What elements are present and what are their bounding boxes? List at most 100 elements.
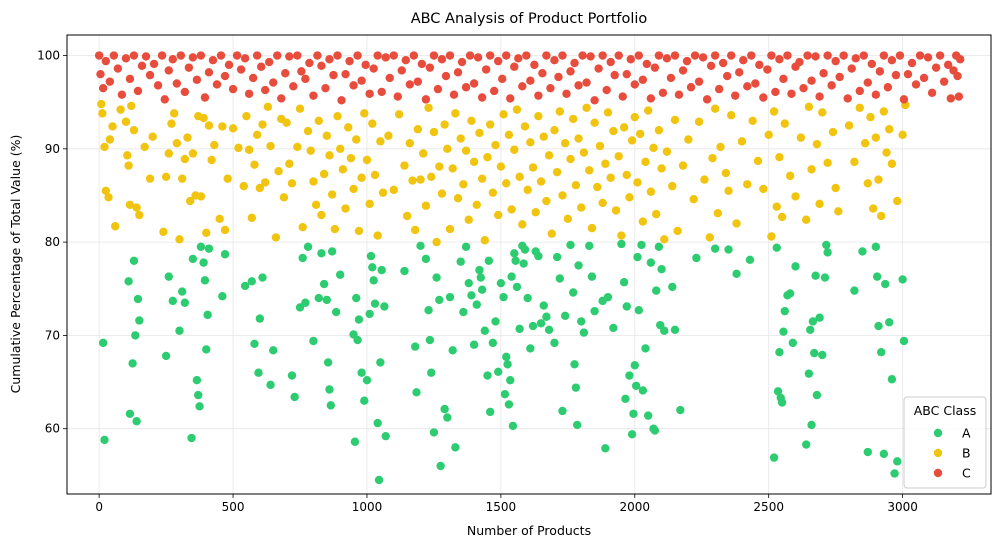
data-point-b (660, 235, 669, 244)
data-point-a (131, 331, 140, 340)
data-point-a (218, 292, 227, 301)
data-point-a (357, 368, 366, 377)
data-point-c (859, 51, 868, 60)
data-point-b (258, 120, 267, 129)
data-point-c (871, 90, 881, 99)
data-point-a (373, 418, 382, 428)
legend-entry-c: C (933, 466, 971, 481)
data-point-b (180, 154, 190, 164)
data-point-a (445, 292, 455, 302)
data-point-b (242, 111, 251, 121)
data-point-c (919, 73, 929, 83)
data-point-c (269, 78, 278, 87)
data-point-a (550, 338, 559, 348)
data-point-b (145, 174, 155, 183)
data-point-c (98, 83, 108, 93)
data-point-a (544, 325, 554, 334)
y-tick-label: 100 (37, 49, 60, 63)
data-point-a (258, 273, 267, 282)
data-point-a (898, 275, 907, 284)
data-point-b (453, 194, 463, 203)
data-point-c (819, 69, 828, 78)
data-point-b (828, 127, 838, 137)
data-point-b (721, 168, 731, 178)
legend-entry-a: A (933, 426, 971, 441)
data-point-b (357, 173, 366, 182)
data-point-c (759, 93, 768, 102)
data-point-c (168, 55, 177, 64)
data-point-a (314, 293, 323, 303)
data-point-b (319, 169, 329, 179)
data-point-b (432, 237, 441, 247)
data-point-b (496, 162, 506, 171)
data-point-b (327, 190, 337, 199)
data-point-a (573, 420, 582, 430)
data-point-b (252, 130, 262, 140)
data-point-c (461, 83, 471, 92)
data-point-a (369, 276, 378, 285)
data-point-c (538, 69, 547, 78)
data-point-c (550, 55, 559, 65)
data-point-a (871, 242, 881, 251)
data-point-b (635, 129, 645, 139)
data-point-c (164, 66, 173, 75)
data-point-c (457, 57, 467, 67)
data-point-b (625, 193, 634, 202)
data-point-a (820, 273, 830, 282)
data-point-c (694, 77, 704, 86)
data-point-b (627, 136, 637, 145)
data-point-c (642, 59, 652, 69)
data-point-a (724, 245, 733, 254)
data-point-b (499, 110, 508, 119)
data-point-c (273, 51, 282, 60)
data-point-b (295, 104, 305, 113)
data-point-c (943, 60, 953, 70)
data-point-a (368, 263, 377, 272)
data-point-b (169, 109, 179, 118)
data-point-a (161, 351, 171, 361)
data-point-c (149, 59, 159, 69)
data-point-a (893, 457, 902, 466)
data-point-c (554, 72, 563, 82)
data-point-b (437, 189, 447, 198)
data-point-b (116, 105, 125, 114)
data-point-b (641, 157, 650, 167)
data-point-b (400, 161, 409, 170)
data-point-a (360, 396, 369, 405)
data-point-a (523, 293, 532, 303)
data-point-a (301, 298, 310, 307)
data-point-a (631, 381, 641, 390)
data-point-a (362, 375, 372, 385)
data-point-c (157, 51, 167, 60)
data-point-c (265, 57, 274, 67)
data-point-b (638, 217, 648, 226)
data-point-b (587, 223, 597, 233)
data-point-b (475, 128, 484, 138)
data-point-c (361, 60, 370, 70)
data-point-a (177, 287, 187, 296)
data-point-b (590, 118, 599, 127)
data-point-c (586, 52, 595, 61)
data-point-c (956, 55, 965, 64)
data-point-c (767, 51, 776, 60)
data-point-b (271, 233, 281, 242)
data-point-b (266, 141, 275, 151)
data-point-c (935, 51, 945, 60)
data-point-a (488, 338, 498, 348)
data-point-c (317, 61, 326, 70)
data-point-c (469, 79, 479, 88)
data-point-b (287, 179, 297, 188)
data-point-a (511, 256, 520, 265)
data-point-b (464, 215, 473, 224)
data-point-a (808, 317, 818, 326)
data-point-c (137, 61, 147, 70)
data-point-c (325, 55, 334, 64)
data-point-c (763, 65, 772, 74)
y-tick-label: 70 (45, 328, 60, 342)
data-point-a (512, 282, 522, 292)
data-point-a (818, 350, 827, 360)
data-point-c (698, 53, 708, 62)
x-axis-ticks: 0 500 1000 1500 2000 2500 3000 (95, 494, 918, 514)
data-point-a (806, 325, 815, 334)
x-tick-label: 0 (95, 500, 103, 514)
